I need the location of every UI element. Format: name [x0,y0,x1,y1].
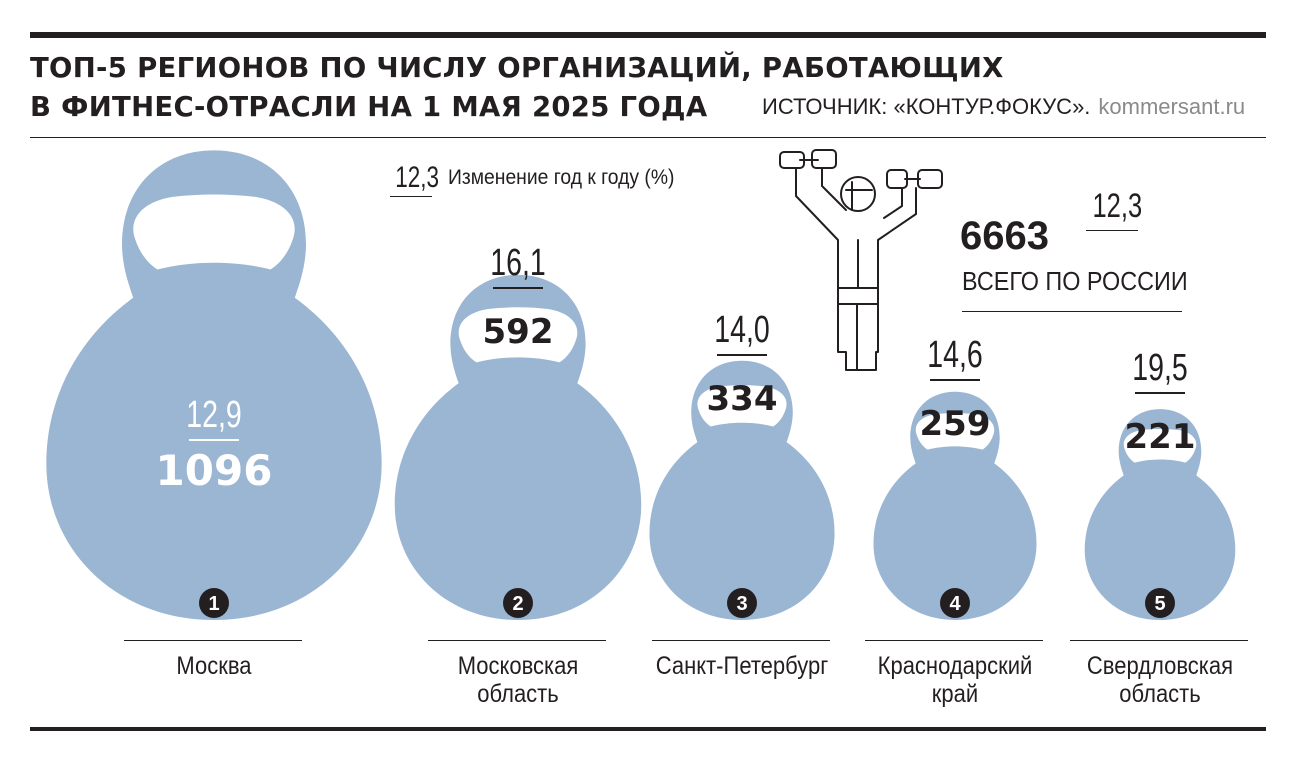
kettlebell-marks: 1 2 3 4 5 [46,150,1236,620]
value-label: 1096 [155,446,273,495]
brand-link[interactable]: kommersant.ru [1098,94,1246,119]
rank-badge [727,588,757,618]
value-label: 334 [706,379,778,420]
kettlebell-5: 5 [1084,409,1236,620]
kettlebell-shape [46,150,382,620]
change-label: 16,1 [478,242,558,290]
kettlebell-1: 1 [46,150,382,620]
category-label: Свердловская область [1072,652,1248,708]
chart-title-line1: ТОП-5 РЕГИОНОВ ПО ЧИСЛУ ОРГАНИЗАЦИЙ, РАБ… [30,52,1004,84]
top-rule [30,32,1266,38]
category-line: Московская [457,652,579,680]
category-line: Москва [176,652,252,680]
category-line: Санкт-Петербург [655,652,829,680]
header-divider [30,137,1266,138]
total-label: ВСЕГО ПО РОССИИ [962,266,1188,296]
change-value: 19,5 [1132,347,1188,390]
category-rule [1070,640,1248,641]
chart-title-line2: В ФИТНЕС-ОТРАСЛИ НА 1 МАЯ 2025 ГОДА [30,91,708,123]
total-change: 12,3 [1086,186,1143,231]
category-line: область [477,680,559,708]
change-value: 12,9 [186,394,242,436]
rank-number: 3 [736,593,747,615]
kettlebell-4: 4 [873,391,1037,620]
value-label: 221 [1124,417,1196,458]
change-value: 14,6 [927,333,983,376]
kettlebell-2: 2 [394,274,642,620]
total-underline [962,311,1182,312]
category-rule [652,640,830,641]
source-text: ИСТОЧНИК: «КОНТУР.ФОКУС». [762,94,1091,119]
change-label: 14,0 [702,309,782,357]
change-label: 12,9 [174,395,254,441]
athlete-illustration [779,149,943,371]
change-underline [1135,392,1185,395]
value-label: 592 [482,312,554,353]
category-label: Москва [126,652,302,680]
change-label: 19,5 [1120,347,1200,395]
change-underline [717,354,767,357]
rank-number: 1 [208,593,219,615]
category-rule [865,640,1043,641]
change-underline [493,287,543,290]
change-value: 16,1 [490,242,546,285]
rank-badge [503,588,533,618]
legend-label: Изменение год к году (%) [448,166,675,189]
legend: 12,3 Изменение год к году (%) [390,162,694,197]
category-label: Краснодарский край [867,652,1043,708]
rank-number: 4 [949,593,961,615]
rank-number: 2 [512,593,523,615]
rank-number: 5 [1154,593,1165,615]
category-line: Краснодарский [877,652,1033,680]
category-line: Свердловская [1086,652,1234,680]
change-label: 14,6 [915,335,995,381]
change-underline [930,378,980,381]
legend-sample-value: 12,3 [395,161,440,194]
rank-badge [199,588,229,618]
category-label: Санкт-Петербург [654,652,830,680]
category-rule [428,640,606,641]
category-label: Московская область [430,652,606,708]
total-value: 6663 [960,214,1049,258]
category-rule [124,640,302,641]
source-note: ИСТОЧНИК: «КОНТУР.ФОКУС». kommersant.ru [762,92,1245,122]
change-value: 14,0 [714,309,770,352]
rank-badge [1145,588,1175,618]
category-line: край [931,680,979,708]
change-underline [189,439,239,441]
total-change-value: 12,3 [1092,187,1143,225]
category-line: область [1119,680,1201,708]
kettlebell-3: 3 [649,360,835,620]
rank-badge [940,588,970,618]
bottom-rule [30,727,1266,731]
value-label: 259 [919,403,991,444]
